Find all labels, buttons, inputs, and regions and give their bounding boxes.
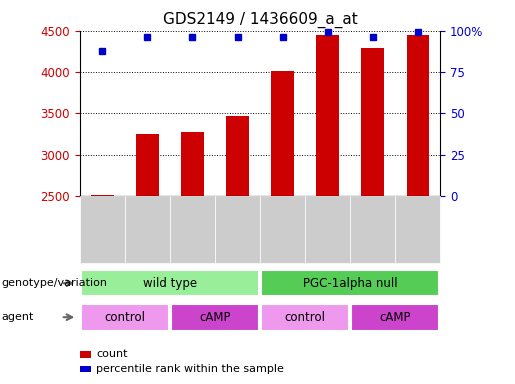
Text: control: control bbox=[285, 311, 325, 324]
Text: PGC-1alpha null: PGC-1alpha null bbox=[303, 277, 398, 290]
Text: genotype/variation: genotype/variation bbox=[1, 278, 107, 288]
Bar bbox=[261, 270, 439, 296]
Bar bbox=[81, 304, 169, 331]
Bar bbox=[362, 48, 384, 196]
Text: cAMP: cAMP bbox=[199, 311, 231, 324]
Bar bbox=[351, 304, 439, 331]
Bar bbox=[316, 35, 339, 196]
Bar bbox=[171, 304, 259, 331]
Bar bbox=[81, 270, 259, 296]
Bar bbox=[226, 116, 249, 196]
Text: count: count bbox=[96, 349, 128, 359]
Bar bbox=[136, 134, 159, 196]
Text: wild type: wild type bbox=[143, 277, 197, 290]
Bar bbox=[406, 35, 429, 196]
Title: GDS2149 / 1436609_a_at: GDS2149 / 1436609_a_at bbox=[163, 12, 357, 28]
Text: agent: agent bbox=[1, 312, 33, 322]
Bar bbox=[261, 304, 349, 331]
Text: cAMP: cAMP bbox=[380, 311, 411, 324]
Bar bbox=[181, 132, 204, 196]
Text: percentile rank within the sample: percentile rank within the sample bbox=[96, 364, 284, 374]
Bar bbox=[271, 71, 294, 196]
Bar bbox=[91, 195, 114, 196]
Text: control: control bbox=[105, 311, 145, 324]
